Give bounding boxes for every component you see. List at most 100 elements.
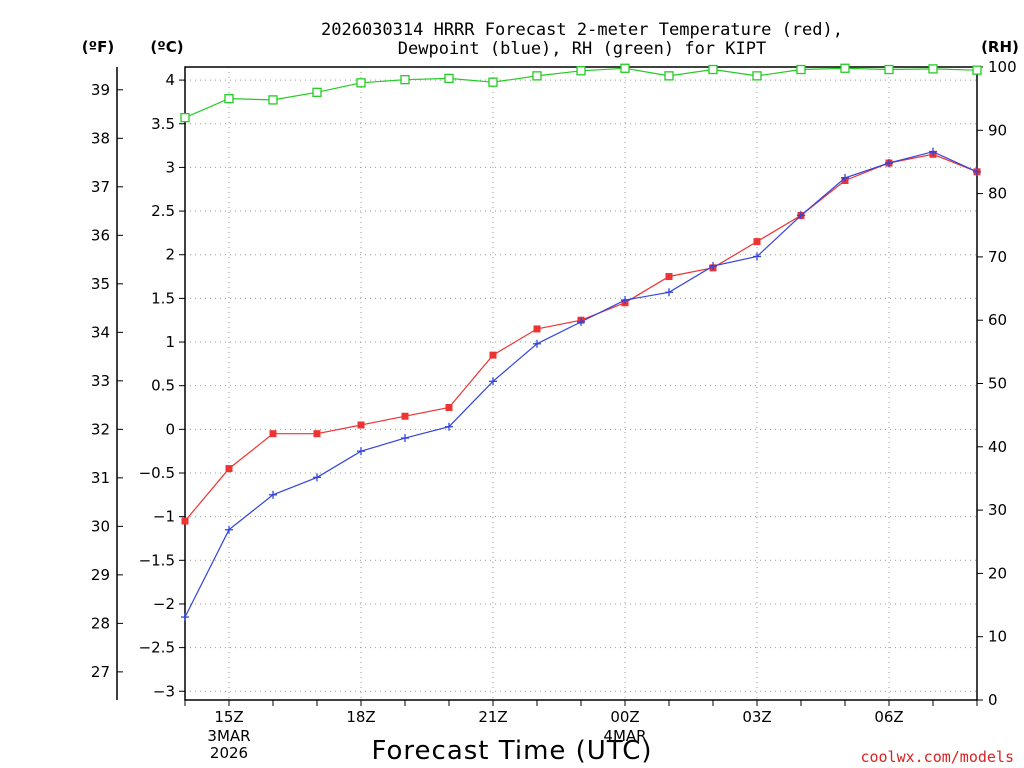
axis-unit-labels: (ºF) (ºC) (RH) — [82, 38, 1019, 56]
series-layer — [180, 63, 982, 622]
dewpoint-point — [269, 490, 277, 499]
temperature-point — [225, 465, 233, 473]
dewpoint-point — [445, 422, 453, 431]
temperature-line — [184, 153, 978, 522]
chart-title: 2026030314 HRRR Forecast 2-meter Tempera… — [321, 20, 843, 59]
dewpoint-point — [489, 377, 497, 386]
dewpoint-point — [709, 262, 717, 271]
temperature-point — [269, 430, 277, 438]
fahrenheit-tick-label: 35 — [91, 275, 110, 293]
rh-point — [356, 78, 366, 88]
dewpoint-point — [665, 288, 673, 297]
x-tick-label: 18Z — [346, 708, 375, 726]
temperature-point — [489, 351, 497, 359]
rh-point — [268, 95, 278, 105]
dewpoint-point — [225, 525, 233, 534]
dewpoint-point — [973, 167, 981, 176]
rh-point — [840, 63, 850, 73]
rh-point — [972, 65, 982, 75]
celsius-tick-label: 0.5 — [151, 377, 175, 395]
fahrenheit-tick-label: 28 — [91, 614, 110, 632]
dewpoint-point — [577, 317, 585, 326]
dewpoint-point — [841, 173, 849, 182]
dewpoint-point — [621, 296, 629, 305]
celsius-tick-label: −3 — [153, 682, 175, 700]
fahrenheit-tick-label: 31 — [91, 469, 110, 487]
celsius-tick-label: 3.5 — [151, 115, 175, 133]
fahrenheit-tick-label: 34 — [91, 323, 110, 341]
axes: −3 −2.5 −2 −1.5 −1 −0.5 0 0.5 1 1.5 2 2.5 3 3.5 4 27 28 2… — [91, 58, 1017, 709]
fahrenheit-tick-label: 27 — [91, 663, 110, 681]
celsius-tick-label: 1 — [165, 333, 175, 351]
rh-point — [576, 66, 586, 76]
grid-lines — [185, 67, 977, 700]
chart-title-line: 2026030314 HRRR Forecast 2-meter Tempera… — [321, 20, 843, 40]
rh-point — [796, 64, 806, 75]
rh-tick-label: 100 — [988, 58, 1017, 76]
rh-point — [224, 94, 234, 104]
fahrenheit-tick-label: 39 — [91, 81, 110, 99]
fahrenheit-tick-label: 33 — [91, 372, 110, 390]
plot-frame — [184, 66, 978, 701]
x-tick-sublabel: 2026 — [210, 744, 248, 762]
dewpoint-point — [533, 339, 541, 348]
rh-tick-label: 70 — [988, 248, 1007, 266]
dewpoint-point — [181, 613, 189, 622]
fahrenheit-tick-label: 37 — [91, 178, 110, 196]
fahrenheit-tick-label: 32 — [91, 420, 110, 438]
dewpoint-line — [184, 151, 978, 618]
rh-tick-label: 30 — [988, 501, 1007, 519]
x-tick-sublabel: 4MAR — [603, 727, 646, 745]
x-tick-label: 06Z — [874, 708, 903, 726]
rh-tick-label: 50 — [988, 375, 1007, 393]
rh-point — [664, 71, 674, 81]
celsius-tick-label: −2 — [153, 595, 175, 613]
rh-tick-label: 10 — [988, 628, 1007, 646]
fahrenheit-tick-label: 30 — [91, 517, 110, 535]
temperature-point — [401, 412, 409, 420]
rh-point — [312, 87, 322, 97]
celsius-tick-label: 4 — [165, 71, 175, 89]
dewpoint-point — [357, 447, 365, 456]
celsius-tick-label: 2 — [165, 246, 175, 264]
temperature-point — [313, 430, 321, 438]
dewpoint-point — [401, 434, 409, 443]
rh-point — [884, 64, 894, 75]
fahrenheit-tick-label: 38 — [91, 129, 110, 147]
temperature-point — [357, 421, 365, 429]
celsius-tick-label: −2.5 — [139, 639, 175, 657]
rh-point — [532, 71, 542, 81]
rh-unit-label: (RH) — [981, 38, 1019, 56]
rh-tick-label: 40 — [988, 438, 1007, 456]
rh-point — [708, 64, 718, 75]
rh-point — [400, 75, 410, 85]
rh-point — [928, 64, 938, 74]
temperature-point — [665, 273, 673, 281]
rh-point — [752, 71, 762, 81]
dewpoint-point — [885, 159, 893, 168]
temperature-point — [445, 404, 453, 412]
x-tick-label: 03Z — [742, 708, 771, 726]
rh-point — [444, 73, 454, 84]
celsius-unit-label: (ºC) — [150, 38, 183, 56]
rh-point — [180, 112, 190, 123]
celsius-tick-label: 1.5 — [151, 289, 175, 307]
celsius-tick-label: −1 — [153, 508, 175, 526]
source-credit: coolwx.com/models — [860, 748, 1014, 766]
x-tick-label: 21Z — [478, 708, 507, 726]
rh-tick-label: 80 — [988, 185, 1007, 203]
fahrenheit-tick-label: 29 — [91, 566, 110, 584]
fahrenheit-unit-label: (ºF) — [82, 38, 114, 56]
celsius-tick-label: −1.5 — [139, 551, 175, 569]
celsius-tick-label: 0 — [165, 420, 175, 438]
temperature-point — [753, 238, 761, 246]
rh-point — [488, 77, 498, 87]
temperature-point — [181, 517, 189, 525]
rh-point — [620, 63, 630, 73]
rh-line — [184, 67, 978, 119]
x-tick-label: 15Z — [214, 708, 243, 726]
rh-tick-label: 20 — [988, 564, 1007, 582]
celsius-tick-label: −0.5 — [139, 464, 175, 482]
